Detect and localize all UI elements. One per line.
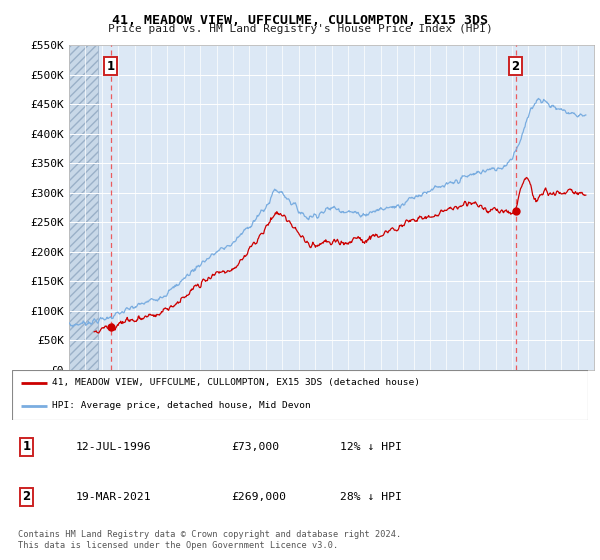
- Text: 1: 1: [107, 59, 115, 73]
- Text: 28% ↓ HPI: 28% ↓ HPI: [340, 492, 402, 502]
- Text: Contains HM Land Registry data © Crown copyright and database right 2024.
This d: Contains HM Land Registry data © Crown c…: [18, 530, 401, 550]
- Text: 2: 2: [512, 59, 520, 73]
- Text: 41, MEADOW VIEW, UFFCULME, CULLOMPTON, EX15 3DS: 41, MEADOW VIEW, UFFCULME, CULLOMPTON, E…: [112, 14, 488, 27]
- Text: 12% ↓ HPI: 12% ↓ HPI: [340, 442, 402, 452]
- Text: 41, MEADOW VIEW, UFFCULME, CULLOMPTON, EX15 3DS (detached house): 41, MEADOW VIEW, UFFCULME, CULLOMPTON, E…: [52, 378, 421, 387]
- Text: Price paid vs. HM Land Registry's House Price Index (HPI): Price paid vs. HM Land Registry's House …: [107, 24, 493, 34]
- Bar: [69, 45, 98, 370]
- Text: 2: 2: [22, 491, 31, 503]
- Text: 12-JUL-1996: 12-JUL-1996: [76, 442, 151, 452]
- Text: 19-MAR-2021: 19-MAR-2021: [76, 492, 151, 502]
- Text: 1: 1: [22, 441, 31, 454]
- Text: £73,000: £73,000: [231, 442, 279, 452]
- Text: £269,000: £269,000: [231, 492, 286, 502]
- Text: HPI: Average price, detached house, Mid Devon: HPI: Average price, detached house, Mid …: [52, 402, 311, 410]
